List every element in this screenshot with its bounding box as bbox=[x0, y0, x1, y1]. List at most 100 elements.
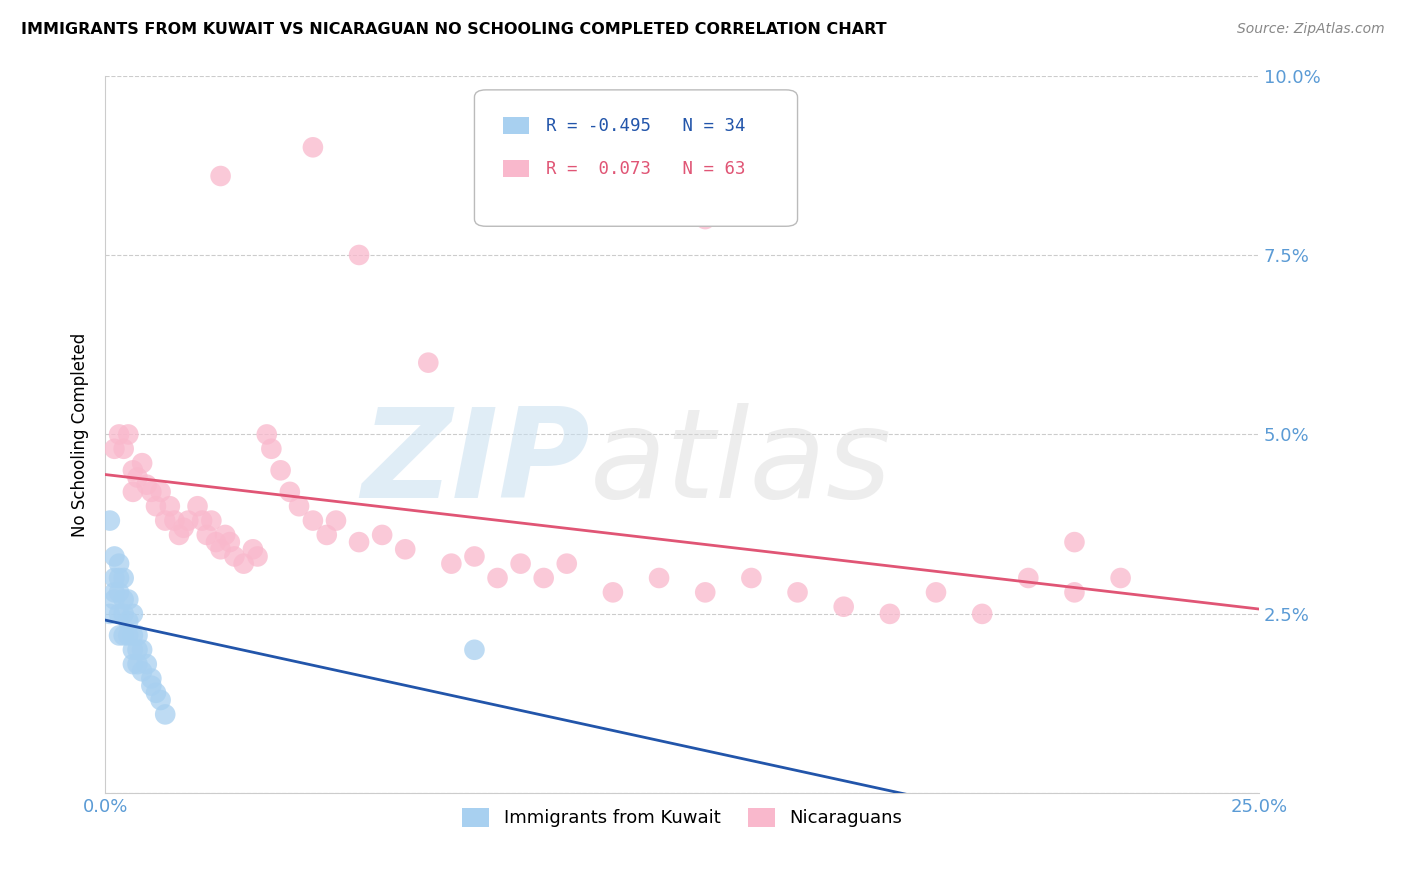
Point bbox=[141, 484, 163, 499]
Point bbox=[463, 642, 485, 657]
Point bbox=[302, 140, 325, 154]
Point bbox=[347, 535, 370, 549]
Point bbox=[117, 427, 139, 442]
Point bbox=[209, 169, 232, 183]
Point bbox=[325, 514, 347, 528]
Text: ZIP: ZIP bbox=[361, 402, 591, 524]
Point bbox=[418, 356, 440, 370]
Point bbox=[394, 542, 416, 557]
Point bbox=[112, 571, 135, 585]
Point bbox=[195, 528, 218, 542]
Point bbox=[149, 693, 172, 707]
Text: atlas: atlas bbox=[591, 402, 891, 524]
FancyBboxPatch shape bbox=[503, 160, 529, 178]
Point bbox=[486, 571, 509, 585]
Text: R =  0.073   N = 63: R = 0.073 N = 63 bbox=[546, 160, 745, 178]
Point bbox=[925, 585, 948, 599]
Text: IMMIGRANTS FROM KUWAIT VS NICARAGUAN NO SCHOOLING COMPLETED CORRELATION CHART: IMMIGRANTS FROM KUWAIT VS NICARAGUAN NO … bbox=[21, 22, 887, 37]
Point bbox=[879, 607, 901, 621]
Point bbox=[315, 528, 337, 542]
Point bbox=[260, 442, 283, 456]
Point bbox=[108, 628, 131, 642]
Point bbox=[103, 549, 125, 564]
Point bbox=[270, 463, 292, 477]
Point bbox=[122, 463, 145, 477]
Point bbox=[214, 528, 236, 542]
Point bbox=[509, 557, 531, 571]
Point bbox=[1063, 585, 1085, 599]
Point bbox=[145, 500, 167, 514]
Point bbox=[695, 212, 717, 227]
Point bbox=[117, 628, 139, 642]
Point bbox=[163, 514, 186, 528]
Point bbox=[786, 585, 808, 599]
Point bbox=[108, 585, 131, 599]
Text: Source: ZipAtlas.com: Source: ZipAtlas.com bbox=[1237, 22, 1385, 37]
Text: R = -0.495   N = 34: R = -0.495 N = 34 bbox=[546, 117, 745, 135]
FancyBboxPatch shape bbox=[474, 90, 797, 227]
Point bbox=[440, 557, 463, 571]
Point bbox=[186, 500, 208, 514]
Point bbox=[832, 599, 855, 614]
Point bbox=[1063, 535, 1085, 549]
Point bbox=[224, 549, 246, 564]
Point bbox=[463, 549, 485, 564]
Point bbox=[209, 542, 232, 557]
Y-axis label: No Schooling Completed: No Schooling Completed bbox=[72, 333, 89, 537]
Point bbox=[127, 628, 149, 642]
Point bbox=[108, 427, 131, 442]
Point bbox=[533, 571, 555, 585]
Point bbox=[155, 514, 177, 528]
Point bbox=[112, 628, 135, 642]
Point bbox=[200, 514, 222, 528]
FancyBboxPatch shape bbox=[503, 117, 529, 135]
Point bbox=[103, 592, 125, 607]
Point bbox=[108, 557, 131, 571]
Point bbox=[191, 514, 214, 528]
Legend: Immigrants from Kuwait, Nicaraguans: Immigrants from Kuwait, Nicaraguans bbox=[456, 801, 910, 835]
Point bbox=[167, 528, 190, 542]
Point bbox=[108, 607, 131, 621]
Point bbox=[695, 585, 717, 599]
Point bbox=[256, 427, 278, 442]
Point bbox=[135, 477, 157, 491]
Point bbox=[648, 571, 671, 585]
Point bbox=[159, 500, 181, 514]
Point bbox=[117, 614, 139, 628]
Point bbox=[108, 571, 131, 585]
Point bbox=[141, 672, 163, 686]
Point bbox=[127, 657, 149, 672]
Point bbox=[242, 542, 264, 557]
Point bbox=[149, 484, 172, 499]
Point bbox=[135, 657, 157, 672]
Point bbox=[177, 514, 200, 528]
Point bbox=[112, 442, 135, 456]
Point bbox=[972, 607, 994, 621]
Point bbox=[371, 528, 394, 542]
Point bbox=[98, 607, 121, 621]
Point bbox=[302, 514, 325, 528]
Point bbox=[155, 707, 177, 722]
Point bbox=[347, 248, 370, 262]
Point bbox=[131, 456, 153, 470]
Point bbox=[205, 535, 228, 549]
Point bbox=[117, 592, 139, 607]
Point bbox=[1017, 571, 1039, 585]
Point bbox=[122, 628, 145, 642]
Point bbox=[122, 642, 145, 657]
Point bbox=[103, 571, 125, 585]
Point bbox=[127, 470, 149, 484]
Point bbox=[112, 592, 135, 607]
Point bbox=[740, 571, 762, 585]
Point bbox=[602, 585, 624, 599]
Point bbox=[145, 686, 167, 700]
Point bbox=[122, 607, 145, 621]
Point bbox=[1109, 571, 1132, 585]
Point bbox=[246, 549, 269, 564]
Point bbox=[141, 679, 163, 693]
Point bbox=[555, 557, 578, 571]
Point bbox=[103, 442, 125, 456]
Point bbox=[122, 484, 145, 499]
Point bbox=[232, 557, 254, 571]
Point bbox=[122, 657, 145, 672]
